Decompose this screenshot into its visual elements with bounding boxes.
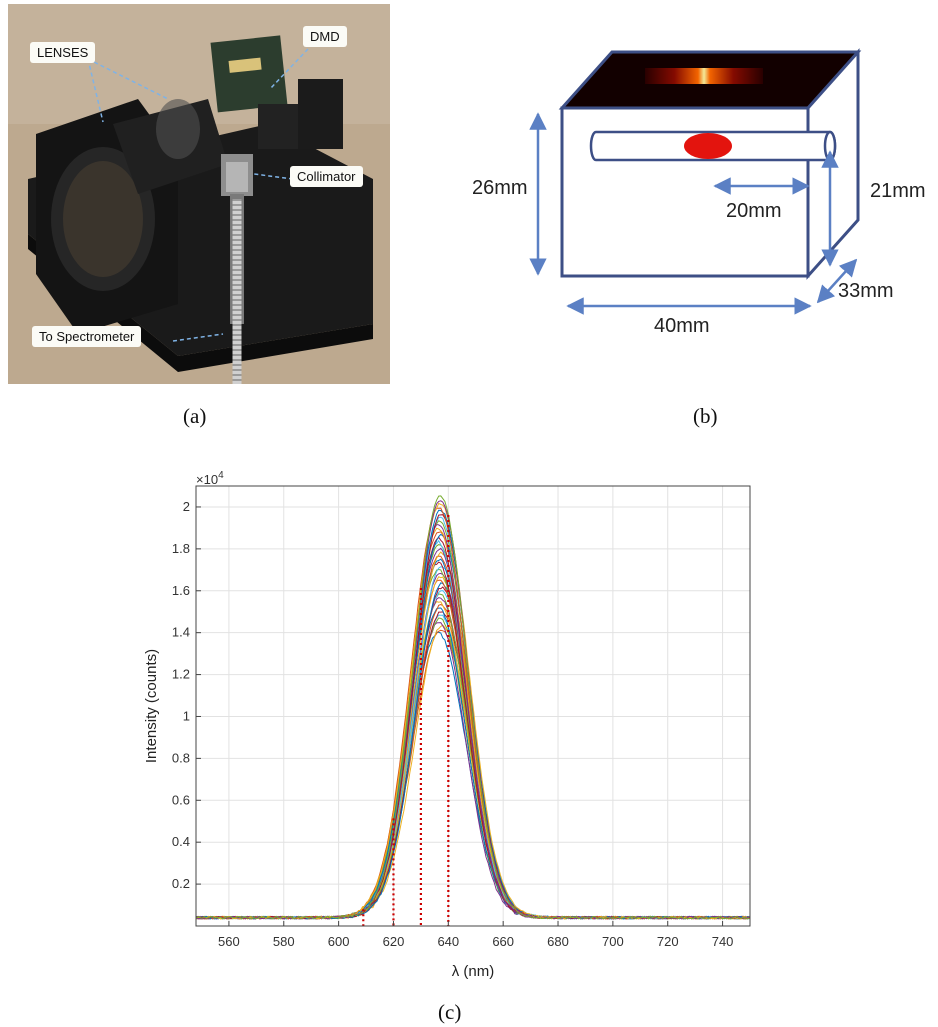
excitation-spot bbox=[684, 133, 732, 159]
spectrum-line bbox=[195, 500, 750, 920]
depth-arrow bbox=[816, 258, 858, 304]
depth-label: 33mm bbox=[838, 280, 894, 302]
inner-length-label: 20mm bbox=[726, 200, 782, 222]
y-tick-label: 2 bbox=[183, 499, 190, 514]
dmd-board bbox=[210, 35, 288, 113]
y-tick-label: 0.6 bbox=[172, 792, 190, 807]
x-tick-label: 740 bbox=[712, 934, 734, 949]
spectra-chart: ×104 560 580 600 620 640 660 680 700 720 740 0.20… bbox=[143, 470, 751, 980]
x-tick-label: 660 bbox=[492, 934, 514, 949]
spectra-series bbox=[195, 495, 750, 920]
y-tick-labels: 0.2 0.4 0.6 0.8 1 1.2 1.4 1.6 1.8 2 bbox=[172, 499, 201, 891]
x-tick-label: 560 bbox=[218, 934, 240, 949]
y-tick-label: 0.4 bbox=[172, 834, 190, 849]
y-tick-label: 1 bbox=[183, 708, 190, 723]
caption-c: (c) bbox=[438, 1000, 462, 1024]
plot-frame bbox=[195, 485, 751, 927]
width-label: 40mm bbox=[654, 315, 710, 337]
y-axis-label: Intensity (counts) bbox=[143, 649, 160, 763]
setup-photo-drawing bbox=[8, 4, 390, 384]
spectrum-line bbox=[195, 495, 750, 920]
to-spectrometer-label: To Spectrometer bbox=[32, 326, 142, 347]
caption-a: (a) bbox=[183, 404, 207, 428]
lenses-label: LENSES bbox=[30, 42, 96, 63]
y-tick-label: 0.2 bbox=[172, 876, 190, 891]
x-tick-label: 640 bbox=[437, 934, 459, 949]
x-axis-label: λ (nm) bbox=[452, 963, 495, 980]
dmd-label: DMD bbox=[303, 26, 347, 47]
spectrum-line bbox=[195, 624, 750, 920]
cuvette-diagram bbox=[529, 48, 862, 315]
setup-photo: LENSES DMD Collimator To Spectrometer bbox=[8, 4, 390, 384]
y-tick-label: 1.6 bbox=[172, 583, 190, 598]
x-tick-label: 620 bbox=[383, 934, 405, 949]
x-tick-label: 700 bbox=[602, 934, 624, 949]
y-tick-label: 1.4 bbox=[172, 625, 190, 640]
exponent-label: ×104 bbox=[196, 470, 224, 487]
y-tick-label: 1.2 bbox=[172, 667, 190, 682]
x-tick-labels: 560 580 600 620 640 660 680 700 720 740 bbox=[218, 921, 733, 949]
height-label: 26mm bbox=[472, 177, 528, 199]
fluorescence-image bbox=[645, 68, 763, 84]
x-tick-label: 600 bbox=[328, 934, 350, 949]
y-tick-label: 1.8 bbox=[172, 541, 190, 556]
x-tick-label: 680 bbox=[547, 934, 569, 949]
x-tick-label: 580 bbox=[273, 934, 295, 949]
caption-b: (b) bbox=[693, 404, 718, 428]
marker-lines bbox=[362, 515, 450, 926]
x-tick-label: 720 bbox=[657, 934, 679, 949]
inner-height-label: 21mm bbox=[870, 180, 926, 202]
y-tick-label: 0.8 bbox=[172, 750, 190, 765]
chart-grid bbox=[196, 486, 750, 926]
collimator-label: Collimator bbox=[290, 166, 363, 187]
